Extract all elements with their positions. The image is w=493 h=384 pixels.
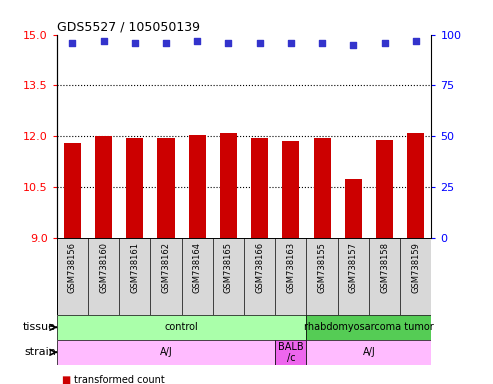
Text: tissue: tissue [23,322,56,333]
Point [224,40,232,46]
Bar [407,133,424,238]
Bar [275,340,307,365]
Bar [57,340,275,365]
Text: GSM738159: GSM738159 [411,242,420,293]
Point [350,42,357,48]
Point [162,40,170,46]
Point [287,40,295,46]
Text: ■: ■ [62,375,71,384]
Text: BALB
/c: BALB /c [278,341,304,363]
Text: A/J: A/J [362,347,375,358]
Point [100,38,107,44]
Text: rhabdomyosarcoma tumor: rhabdomyosarcoma tumor [304,322,434,333]
Bar [307,315,431,340]
Bar [95,136,112,238]
Text: GSM738160: GSM738160 [99,242,108,293]
Text: GDS5527 / 105050139: GDS5527 / 105050139 [57,20,200,33]
Text: strain: strain [24,347,56,358]
Point [381,40,388,46]
Bar [126,138,143,238]
Bar [345,179,362,238]
Text: GSM738166: GSM738166 [255,242,264,293]
Text: GSM738155: GSM738155 [317,242,326,293]
Bar [189,135,206,238]
Bar [220,133,237,238]
Bar [314,138,331,238]
Point [69,40,76,46]
Bar [376,140,393,238]
Text: GSM738165: GSM738165 [224,242,233,293]
Text: GSM738163: GSM738163 [286,242,295,293]
Bar [307,340,431,365]
Point [256,40,264,46]
Bar [57,315,307,340]
Bar [282,141,299,238]
Point [193,38,201,44]
Text: control: control [165,322,199,333]
Text: GSM738162: GSM738162 [162,242,171,293]
Point [318,40,326,46]
Point [412,38,420,44]
Text: GSM738157: GSM738157 [349,242,358,293]
Bar [251,138,268,238]
Text: A/J: A/J [160,347,173,358]
Text: GSM738158: GSM738158 [380,242,389,293]
Text: GSM738161: GSM738161 [130,242,139,293]
Point [131,40,139,46]
Text: GSM738156: GSM738156 [68,242,77,293]
Bar [157,138,175,238]
Text: transformed count: transformed count [74,375,165,384]
Text: GSM738164: GSM738164 [193,242,202,293]
Bar [64,143,81,238]
